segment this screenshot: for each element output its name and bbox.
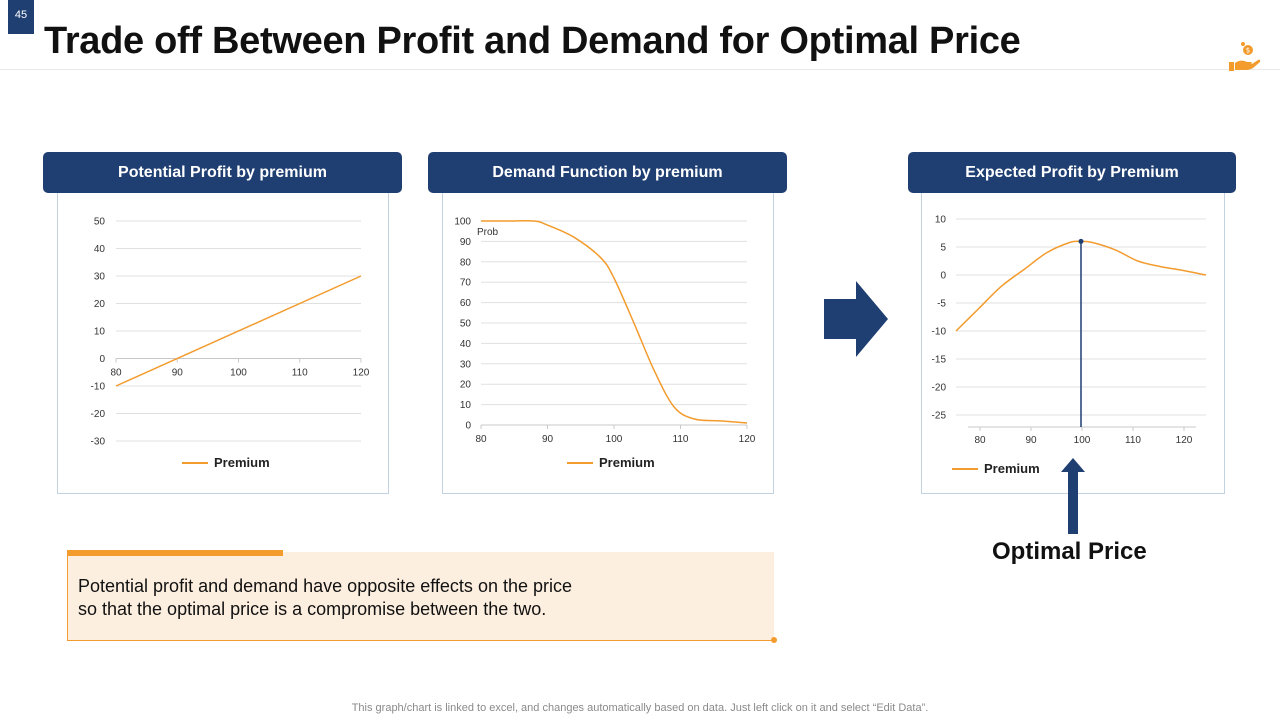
y-tick-label: 0	[940, 271, 946, 282]
title-divider	[0, 69, 1280, 70]
y-tick-label: 0	[99, 354, 105, 365]
x-tick-label: 120	[353, 368, 370, 379]
right-arrow-icon	[824, 281, 888, 357]
y-tick-label: 40	[94, 244, 106, 255]
x-tick-label: 80	[475, 434, 487, 445]
demand-chart-legend: Premium	[567, 455, 655, 470]
y-tick-label: 10	[935, 215, 947, 226]
profit-panel-header: Potential Profit by premium	[43, 152, 402, 193]
y-tick-label: 10	[94, 327, 106, 338]
x-tick-label: 90	[172, 368, 184, 379]
note-line-2: so that the optimal price is a compromis…	[78, 599, 547, 619]
expected-profit-chart[interactable]: 10 5 0 -5 -10 -15 -20 -25 80 90 100 110 120	[922, 191, 1226, 495]
note-box	[67, 552, 774, 641]
chart-panel-demand[interactable]: 100 90 80 70 60 50 40 30 20 10 0 80 90 100 110 120 Prob …	[442, 190, 774, 494]
legend-line-swatch	[182, 461, 208, 464]
x-tick-label: 110	[673, 434, 689, 445]
page-title: Trade off Between Profit and Demand for …	[44, 20, 1021, 62]
footnote: This graph/chart is linked to excel, and…	[351, 702, 929, 714]
chart-panel-expected[interactable]: 10 5 0 -5 -10 -15 -20 -25 80 90 100 110 120 Premium	[921, 190, 1225, 494]
slide-number: 45	[8, 0, 34, 34]
up-arrow-icon	[1061, 458, 1085, 534]
y-tick-label: 90	[460, 237, 472, 248]
y-tick-label: -10	[91, 382, 106, 393]
optimal-price-label: Optimal Price	[992, 538, 1147, 565]
svg-text:$: $	[1246, 47, 1250, 55]
note-accent-bar	[67, 550, 283, 556]
y-tick-label: 70	[460, 278, 472, 289]
legend-label: Premium	[984, 461, 1040, 476]
expected-panel-header: Expected Profit by Premium	[908, 152, 1236, 193]
y-tick-label: -15	[932, 355, 947, 366]
y-tick-label: 20	[94, 299, 106, 310]
y-tick-label: -30	[91, 437, 106, 448]
x-tick-label: 90	[1025, 435, 1037, 446]
y-tick-label: 80	[460, 257, 472, 268]
y-tick-label: 5	[940, 243, 946, 254]
y-tick-label: -10	[932, 327, 947, 338]
y-tick-label: 10	[460, 400, 472, 411]
y-tick-label: 40	[460, 339, 472, 350]
y-tick-label: 20	[460, 380, 472, 391]
x-tick-label: 100	[230, 368, 247, 379]
y-tick-label: -20	[932, 383, 947, 394]
hand-coin-icon: $	[1229, 42, 1260, 71]
chart-panel-profit[interactable]: 50 40 30 20 10 0 -10 -20 -30 80 90 100 110 120 Premiu…	[57, 190, 389, 494]
expected-chart-legend: Premium	[952, 461, 1040, 476]
x-tick-label: 120	[739, 434, 756, 445]
legend-label: Premium	[599, 455, 655, 470]
y-tick-label: 0	[465, 421, 471, 432]
series-line	[481, 219, 748, 424]
y-axis-title: Prob	[477, 227, 499, 238]
y-tick-label: 60	[460, 298, 472, 309]
y-tick-label: 50	[94, 217, 106, 228]
y-tick-label: 30	[94, 272, 106, 283]
legend-label: Premium	[214, 455, 270, 470]
legend-line-swatch	[567, 461, 593, 464]
x-tick-label: 100	[1074, 435, 1091, 446]
y-tick-label: 100	[454, 217, 471, 228]
y-tick-label: 50	[460, 319, 472, 330]
y-tick-label: -5	[937, 299, 946, 310]
profit-chart-legend: Premium	[182, 455, 270, 470]
x-tick-label: 80	[974, 435, 986, 446]
x-tick-label: 80	[110, 368, 122, 379]
note-accent-dot	[771, 637, 777, 643]
note-line-1: Potential profit and demand have opposit…	[78, 576, 572, 596]
y-tick-label: -20	[91, 409, 106, 420]
demand-panel-header: Demand Function by premium	[428, 152, 787, 193]
x-tick-label: 110	[292, 368, 308, 379]
x-tick-label: 120	[1176, 435, 1193, 446]
note-text: Potential profit and demand have opposit…	[78, 575, 572, 621]
x-tick-label: 90	[542, 434, 554, 445]
legend-line-swatch	[952, 467, 978, 470]
series-line	[115, 275, 362, 387]
x-tick-label: 100	[606, 434, 623, 445]
optimal-price-marker-dot	[1078, 238, 1084, 244]
y-tick-label: -25	[932, 411, 947, 422]
x-tick-label: 110	[1125, 435, 1141, 446]
y-tick-label: 30	[460, 359, 472, 370]
